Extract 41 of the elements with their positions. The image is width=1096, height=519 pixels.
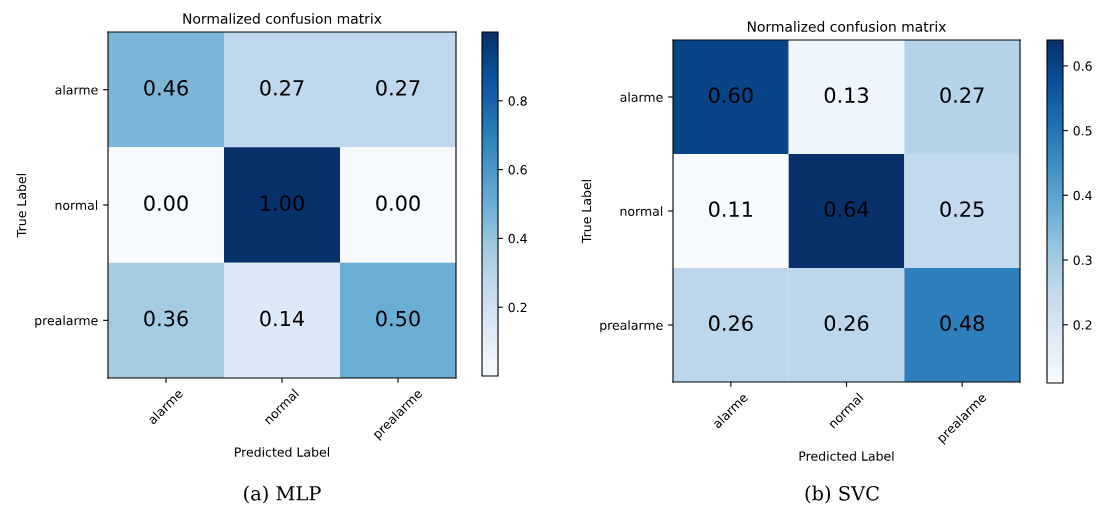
data-label: 0.27 (940, 87, 984, 104)
y-tick-label: normal (55, 200, 98, 210)
x-axis-title: Predicted Label (235, 447, 330, 457)
text: (b) SVC (805, 485, 879, 504)
data-label: 0.60 (709, 87, 753, 104)
data-label: 0.26 (709, 315, 753, 332)
color-bar-label: 0.3 (1073, 255, 1092, 265)
data-label: 0.25 (940, 201, 984, 218)
data-label: 0.00 (376, 195, 420, 212)
data-label: 0.27 (376, 79, 420, 96)
color-bar-label: 0.6 (508, 165, 527, 175)
y-tick-label: prealarme (35, 315, 98, 328)
data-label: 0.11 (709, 201, 753, 218)
data-label: 0.13 (824, 87, 869, 104)
y-tick-label: normal (620, 206, 663, 216)
y-tick-label: prealarme (600, 320, 663, 333)
x-axis-title: Predicted Label (799, 451, 894, 461)
color-bar-label: 0.4 (1073, 190, 1092, 201)
data-label: 0.46 (144, 79, 188, 96)
color-bar-label: 0.4 (508, 233, 527, 244)
data-label: 0.36 (144, 310, 188, 327)
data-label: 1.00 (261, 195, 304, 212)
data-label: 0.00 (144, 195, 188, 212)
chart-title: Normalized confusion matrix (183, 13, 382, 24)
text: (a) MLP (244, 485, 321, 504)
color-bar-label: 0.6 (1073, 61, 1092, 71)
data-label: 0.27 (260, 79, 304, 96)
y-tick-label: alarme (620, 92, 663, 102)
color-bar-label: 0.2 (508, 302, 527, 313)
color-bar-label: 0.2 (1073, 320, 1092, 330)
y-tick-label: alarme (55, 84, 98, 95)
y-axis-title: True Label (581, 180, 592, 244)
data-label: 0.50 (376, 310, 420, 327)
color-bar-label: 0.8 (508, 96, 527, 106)
chart-title: Normalized confusion matrix (747, 21, 946, 32)
data-label: 0.48 (940, 315, 984, 332)
y-axis-title: True Label (16, 174, 27, 238)
data-label: 0.26 (824, 315, 869, 332)
color-bar-label: 0.5 (1073, 126, 1092, 136)
data-label: 0.14 (260, 310, 305, 327)
data-label: 0.64 (824, 201, 869, 218)
